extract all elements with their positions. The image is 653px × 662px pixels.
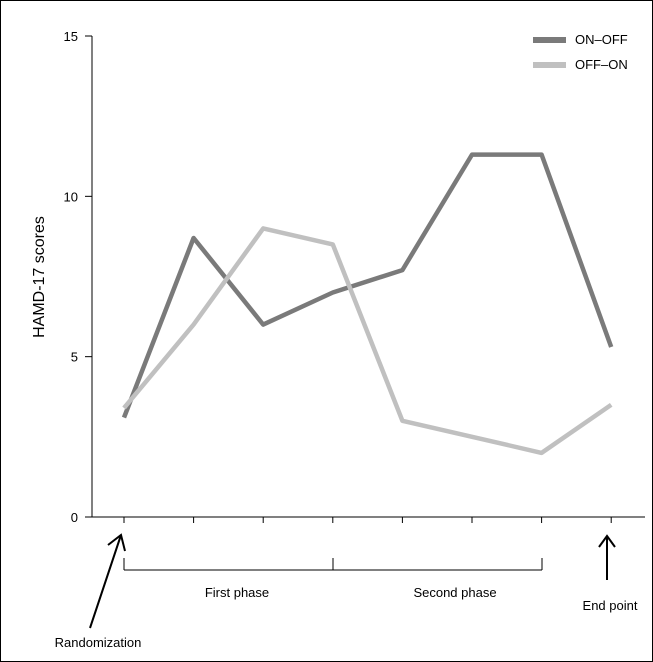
series-line-off-on bbox=[122, 226, 613, 456]
randomization-arrow-icon bbox=[89, 533, 126, 629]
y-axis-title: HAMD-17 scores bbox=[31, 216, 48, 338]
end-point-arrow-icon bbox=[598, 534, 616, 580]
series-group bbox=[121, 152, 614, 456]
legend: ON–OFF OFF–ON bbox=[533, 32, 628, 72]
phase-bracket bbox=[123, 558, 543, 571]
legend-label-on-off: ON–OFF bbox=[575, 32, 628, 47]
y-tick-label: 10 bbox=[64, 189, 78, 204]
y-axis-ticks: 0 5 10 15 bbox=[64, 29, 92, 525]
y-tick-label: 15 bbox=[64, 29, 78, 44]
first-phase-label: First phase bbox=[205, 585, 269, 600]
end-point-label: End point bbox=[583, 598, 638, 613]
y-tick-label: 5 bbox=[71, 350, 78, 365]
legend-label-off-on: OFF–ON bbox=[575, 57, 628, 72]
series-line-on-off bbox=[121, 152, 614, 419]
randomization-label: Randomization bbox=[55, 635, 142, 650]
second-phase-label: Second phase bbox=[413, 585, 496, 600]
x-axis-ticks bbox=[123, 517, 612, 523]
y-tick-label: 0 bbox=[71, 510, 78, 525]
